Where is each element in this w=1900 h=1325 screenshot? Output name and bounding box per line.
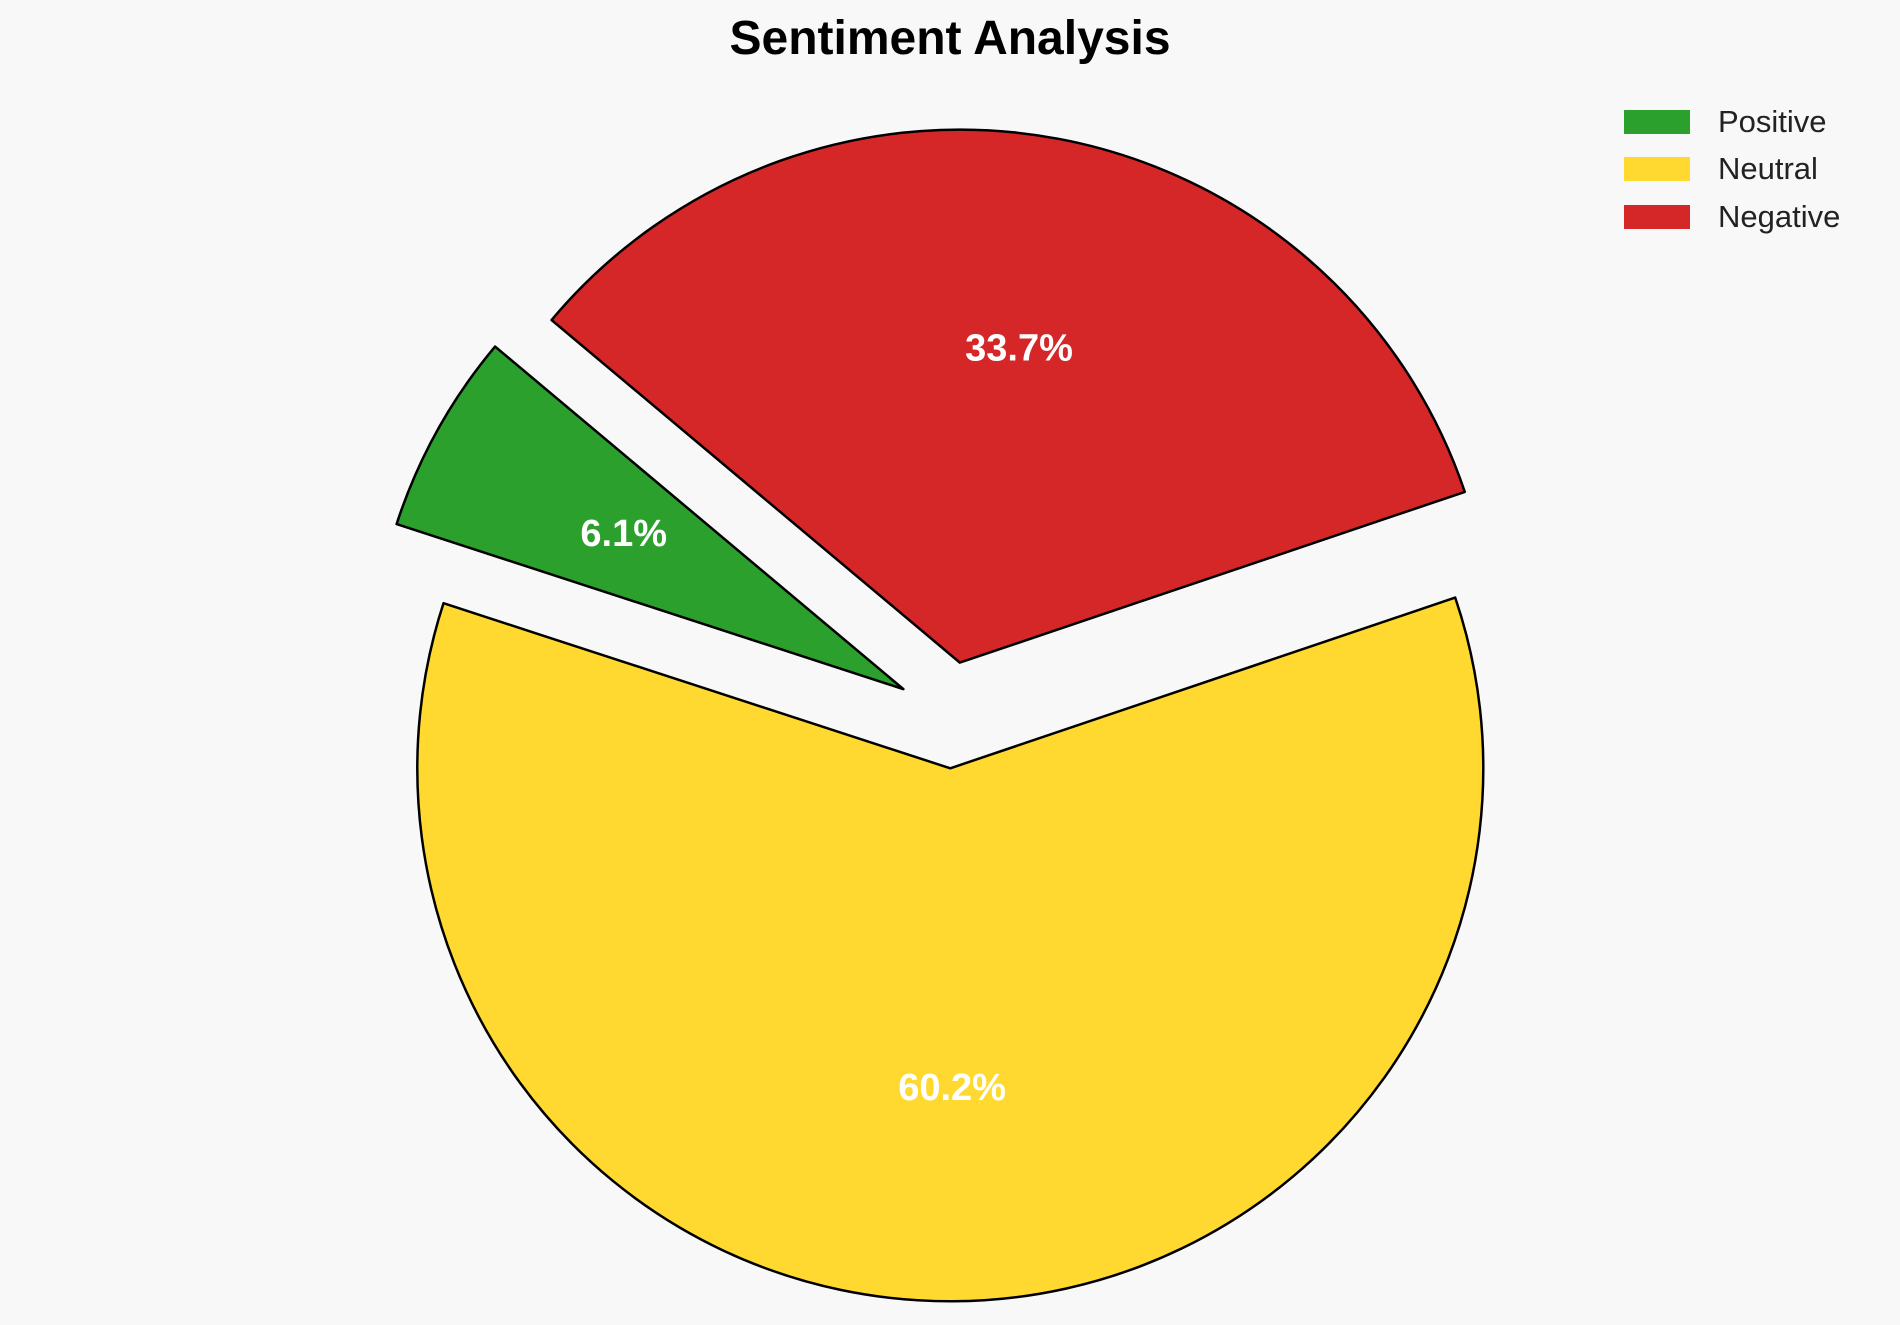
legend-swatch-negative xyxy=(1624,204,1690,229)
legend: Positive Neutral Negative xyxy=(1624,98,1840,241)
legend-item-neutral: Neutral xyxy=(1624,146,1840,194)
legend-label-negative: Negative xyxy=(1718,198,1841,234)
pie-slices xyxy=(395,128,1485,1303)
pie-slice-positive xyxy=(395,345,905,691)
pie-slice-neutral xyxy=(416,596,1485,1303)
legend-label-neutral: Neutral xyxy=(1718,151,1818,187)
pie-slice-label-negative: 33.7% xyxy=(965,327,1073,369)
legend-swatch-neutral xyxy=(1624,157,1690,182)
legend-item-negative: Negative xyxy=(1624,193,1840,241)
legend-swatch-positive xyxy=(1624,109,1690,134)
pie-slice-label-neutral: 60.2% xyxy=(898,1067,1006,1109)
legend-item-positive: Positive xyxy=(1624,98,1840,146)
pie-slice-label-positive: 6.1% xyxy=(580,513,667,555)
legend-label-positive: Positive xyxy=(1718,103,1827,139)
pie-slice-negative xyxy=(550,128,1467,664)
pie-slice-labels: 6.1% 60.2% 33.7% xyxy=(580,327,1072,1109)
chart-title: Sentiment Analysis xyxy=(729,12,1171,65)
